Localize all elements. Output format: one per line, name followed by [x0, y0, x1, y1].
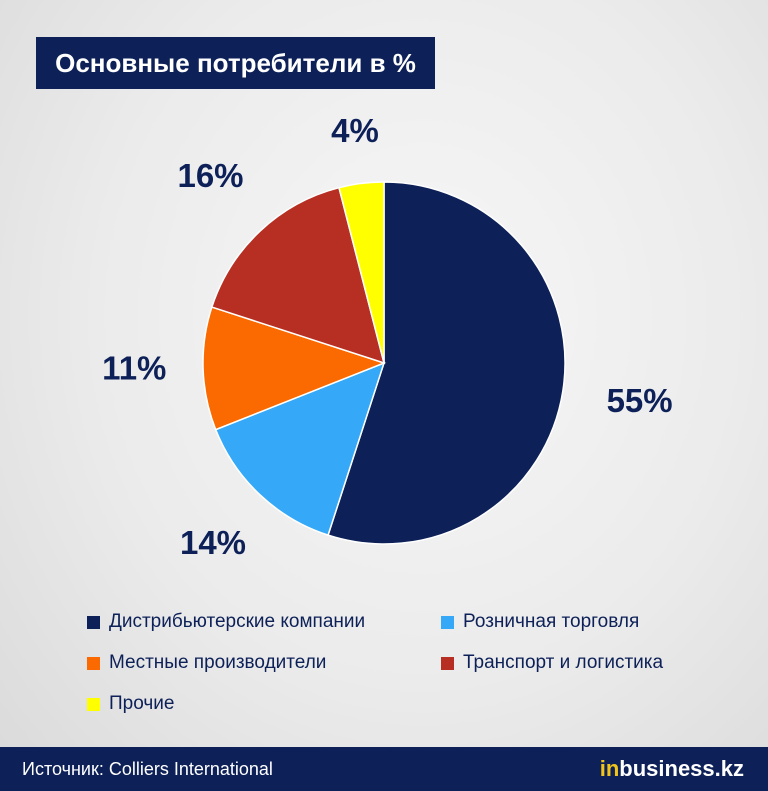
- legend-item-distributors: Дистрибьютерские компании: [87, 611, 365, 633]
- slice-distributors: [327, 181, 566, 545]
- value-label-distributors: 55%: [607, 382, 673, 419]
- legend-label: Местные производители: [109, 652, 327, 673]
- legend-swatch: [87, 697, 100, 711]
- chart-title: Основные потребители в %: [36, 37, 435, 89]
- value-label-other: 4%: [331, 112, 379, 149]
- legend-label: Транспорт и логистика: [463, 652, 664, 673]
- legend-item-other: Прочие: [87, 693, 174, 715]
- slice-local-producers: [202, 306, 387, 431]
- legend-swatch: [87, 656, 100, 670]
- slice-other: [338, 181, 385, 364]
- legend-item-transport: Транспорт и логистика: [441, 652, 663, 674]
- legend-swatch: [441, 656, 454, 670]
- brand-prefix: in: [599, 756, 620, 781]
- legend-item-retail: Розничная торговля: [441, 611, 639, 633]
- legend-label: Розничная торговля: [463, 611, 640, 632]
- slice-retail: [214, 361, 386, 537]
- legend-label: Дистрибьютерские компании: [109, 611, 366, 632]
- slice-transport: [210, 186, 386, 365]
- value-label-transport: 16%: [177, 157, 243, 194]
- brand-logo[interactable]: inbusiness.kz: [600, 756, 744, 782]
- footer-bar: Источник: Colliers International inbusin…: [0, 747, 768, 791]
- source-text: Источник: Colliers International: [22, 759, 273, 779]
- legend-item-local-producers: Местные производители: [87, 652, 326, 674]
- brand-rest: business.kz: [619, 756, 744, 781]
- legend-swatch: [87, 615, 100, 629]
- legend-swatch: [441, 615, 454, 629]
- legend-label: Прочие: [109, 693, 175, 714]
- value-label-retail: 14%: [180, 524, 246, 561]
- value-label-local-producers: 11%: [102, 350, 166, 387]
